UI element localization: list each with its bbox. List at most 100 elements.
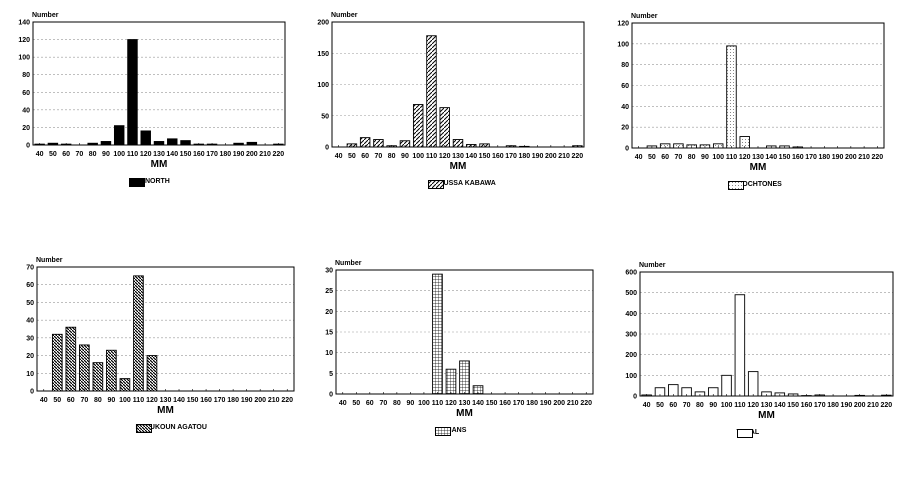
svg-text:60: 60	[661, 154, 669, 161]
svg-text:180: 180	[518, 153, 530, 160]
svg-text:50: 50	[321, 113, 329, 120]
y-axis-label: Number	[631, 13, 657, 20]
svg-text:190: 190	[841, 402, 853, 409]
y-axis-label: Number	[36, 257, 62, 264]
svg-text:220: 220	[872, 154, 884, 161]
svg-text:130: 130	[153, 151, 165, 158]
svg-text:15: 15	[325, 330, 333, 337]
legend: AUTOCHTONES	[728, 181, 782, 188]
svg-text:220: 220	[580, 400, 592, 407]
legend: HAOUSSA KABAWA	[428, 180, 496, 187]
svg-text:60: 60	[62, 151, 70, 158]
svg-text:0: 0	[633, 394, 637, 401]
legend: DJOUKOUN AGATOU	[136, 424, 207, 431]
svg-text:80: 80	[89, 151, 97, 158]
svg-text:200: 200	[553, 400, 565, 407]
svg-text:120: 120	[747, 402, 759, 409]
svg-text:120: 120	[439, 153, 451, 160]
svg-text:170: 170	[206, 151, 218, 158]
svg-text:170: 170	[513, 400, 525, 407]
svg-text:80: 80	[388, 153, 396, 160]
legend-swatch-icon	[737, 429, 753, 438]
svg-text:40: 40	[335, 153, 343, 160]
svg-text:150: 150	[486, 400, 498, 407]
svg-text:150: 150	[779, 154, 791, 161]
svg-text:100: 100	[317, 82, 329, 89]
svg-text:180: 180	[227, 397, 239, 404]
svg-text:90: 90	[406, 400, 414, 407]
svg-text:90: 90	[701, 154, 709, 161]
svg-text:140: 140	[173, 397, 185, 404]
svg-text:210: 210	[558, 153, 570, 160]
svg-text:20: 20	[621, 125, 629, 132]
svg-text:120: 120	[18, 37, 30, 44]
svg-text:25: 25	[325, 288, 333, 295]
svg-text:100: 100	[418, 400, 430, 407]
svg-text:100: 100	[18, 55, 30, 62]
svg-text:130: 130	[761, 402, 773, 409]
svg-text:190: 190	[233, 151, 245, 158]
svg-text:40: 40	[643, 402, 651, 409]
svg-text:100: 100	[119, 397, 131, 404]
svg-text:70: 70	[683, 402, 691, 409]
svg-text:50: 50	[348, 153, 356, 160]
svg-text:30: 30	[26, 335, 34, 342]
svg-text:10: 10	[325, 350, 333, 357]
svg-text:50: 50	[352, 400, 360, 407]
svg-text:130: 130	[452, 153, 464, 160]
svg-text:200: 200	[317, 20, 329, 27]
svg-text:200: 200	[246, 151, 258, 158]
svg-text:50: 50	[26, 300, 34, 307]
svg-text:100: 100	[617, 41, 629, 48]
svg-text:80: 80	[22, 72, 30, 79]
svg-text:40: 40	[635, 154, 643, 161]
svg-text:150: 150	[479, 153, 491, 160]
svg-text:210: 210	[858, 154, 870, 161]
svg-text:100: 100	[712, 154, 724, 161]
svg-text:150: 150	[187, 397, 199, 404]
svg-text:60: 60	[22, 90, 30, 97]
svg-text:200: 200	[845, 154, 857, 161]
svg-text:30: 30	[325, 268, 333, 275]
svg-text:70: 70	[26, 265, 34, 272]
svg-text:80: 80	[393, 400, 401, 407]
svg-text:50: 50	[53, 397, 61, 404]
legend-swatch-icon	[129, 178, 145, 187]
y-axis-label: Number	[639, 262, 665, 269]
svg-text:170: 170	[805, 154, 817, 161]
x-axis-label: MM	[640, 410, 893, 421]
svg-text:40: 40	[26, 318, 34, 325]
svg-text:400: 400	[625, 311, 637, 318]
svg-text:40: 40	[621, 104, 629, 111]
svg-text:160: 160	[200, 397, 212, 404]
svg-text:140: 140	[774, 402, 786, 409]
x-axis-label: MM	[33, 159, 285, 170]
svg-text:140: 140	[765, 154, 777, 161]
svg-text:110: 110	[127, 151, 138, 158]
svg-text:100: 100	[412, 153, 424, 160]
svg-text:0: 0	[625, 146, 629, 153]
svg-text:190: 190	[532, 153, 544, 160]
svg-text:140: 140	[472, 400, 484, 407]
svg-text:0: 0	[325, 145, 329, 152]
svg-text:200: 200	[545, 153, 557, 160]
x-axis-label: MM	[336, 408, 593, 419]
y-axis-label: Number	[32, 12, 58, 19]
svg-text:60: 60	[621, 83, 629, 90]
svg-text:20: 20	[325, 309, 333, 316]
svg-text:220: 220	[572, 153, 584, 160]
svg-text:150: 150	[180, 151, 192, 158]
legend-swatch-icon	[136, 424, 152, 433]
svg-text:20: 20	[26, 353, 34, 360]
svg-text:210: 210	[268, 397, 280, 404]
svg-text:140: 140	[465, 153, 477, 160]
